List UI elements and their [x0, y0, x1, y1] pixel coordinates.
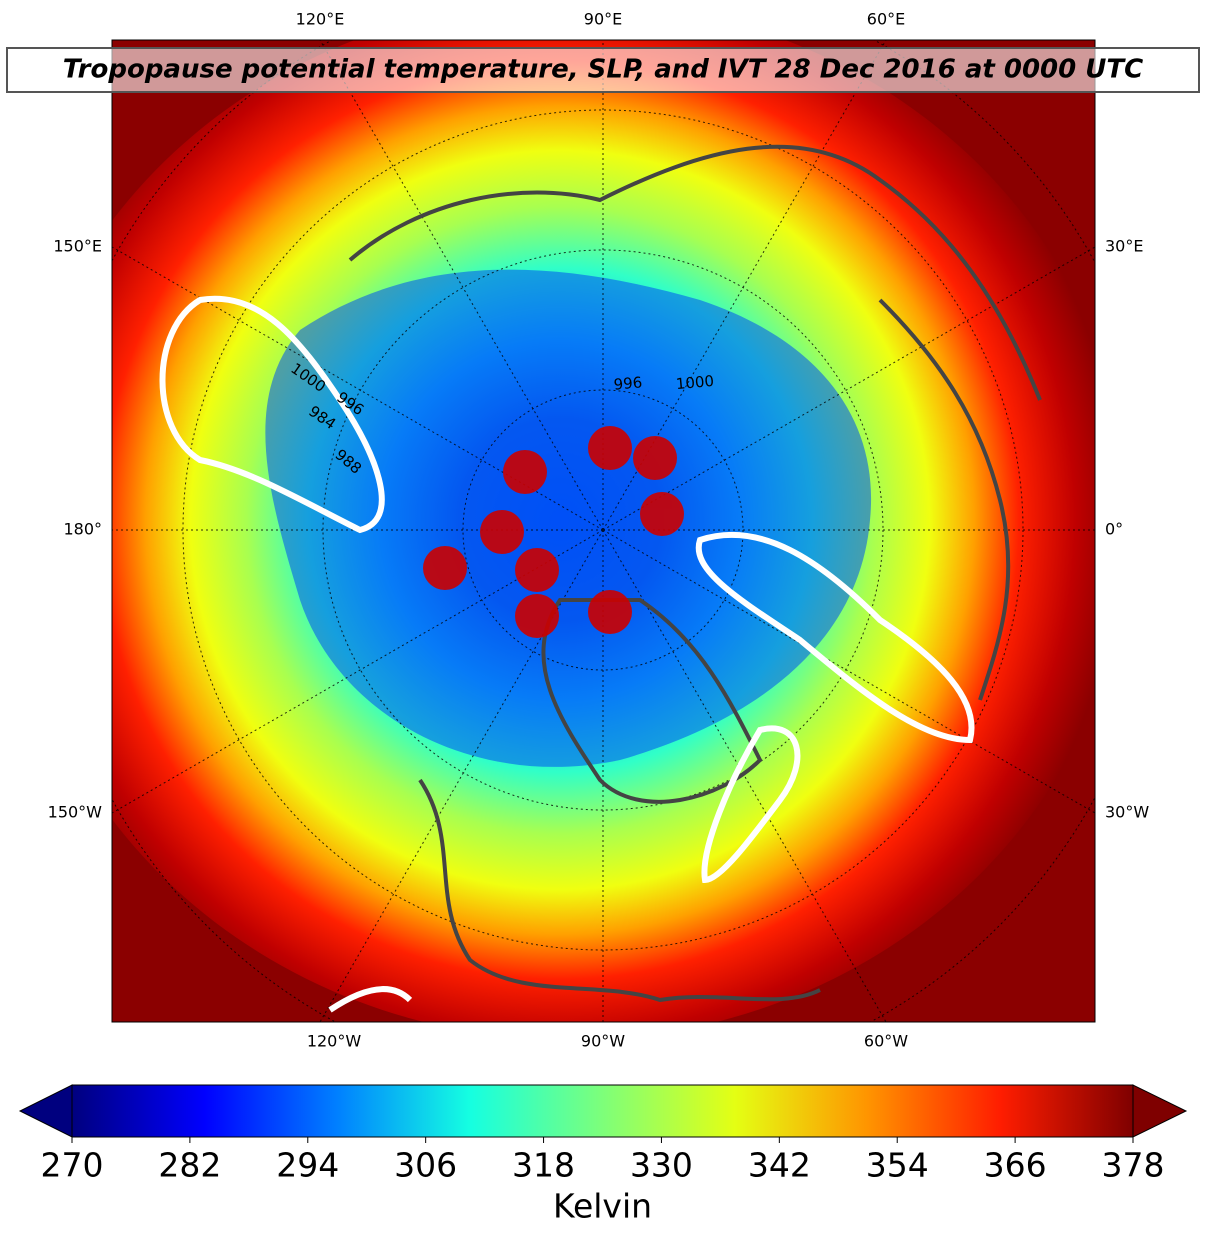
longitude-label: 60°W [864, 1032, 908, 1051]
colorbar-tick-label: 354 [866, 1146, 929, 1185]
colorbar-bar [71, 1084, 1134, 1138]
longitude-label: 120°W [307, 1032, 362, 1051]
colorbar-tick-label: 342 [748, 1146, 811, 1185]
contour-label: 1000 [675, 372, 715, 393]
contour-label: 996 [613, 373, 643, 393]
colorbar-tick-label: 330 [630, 1146, 693, 1185]
colorbar-tick-label: 294 [276, 1146, 339, 1185]
longitude-label: 90°W [581, 1032, 625, 1051]
coastlines [348, 144, 1042, 1003]
colorbar-tick-label: 282 [158, 1146, 221, 1185]
title-box [6, 47, 1200, 93]
ivt-contours [159, 295, 975, 1013]
graticule [112, 40, 1095, 1022]
colorbar-extend-high [1132, 1084, 1188, 1138]
cold-pool [265, 269, 872, 767]
longitude-labels: 120°E 90°E 60°E 120°W 90°W 60°W 150°E 180° 150°W… [48, 10, 1150, 1051]
title: Tropopause potential temperature, SLP, a… [63, 55, 1143, 85]
longitude-label: 60°E [867, 10, 905, 29]
longitude-label: 180° [63, 520, 102, 539]
colorbar-tick-label: 366 [984, 1146, 1047, 1185]
cyclone-markers [423, 426, 684, 638]
colorbar-tick-label: 378 [1102, 1146, 1165, 1185]
longitude-label: 150°E [53, 237, 102, 256]
longitude-label: 90°E [584, 10, 622, 29]
longitude-label: 150°W [48, 803, 103, 822]
colorbar-tick-label: 270 [41, 1146, 104, 1185]
longitude-label: 30°E [1105, 237, 1143, 256]
colorbar: 270 282 294 306 318 330 342 354 366 378 Kelvin [18, 1084, 1188, 1226]
longitude-label: 120°E [296, 10, 345, 29]
map-frame [111, 39, 1096, 1023]
colorbar-tick-label: 318 [512, 1146, 575, 1185]
colorbar-label: Kelvin [553, 1187, 652, 1226]
longitude-label: 30°W [1105, 803, 1149, 822]
colorbar-tick-label: 306 [394, 1146, 457, 1185]
colorbar-extend-low [18, 1084, 73, 1138]
longitude-label: 0° [1105, 520, 1123, 539]
